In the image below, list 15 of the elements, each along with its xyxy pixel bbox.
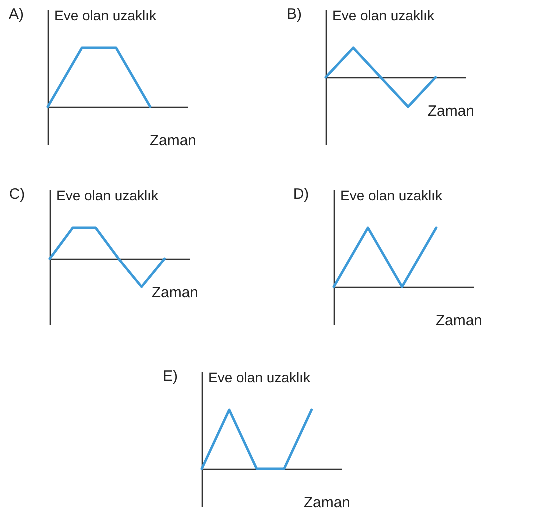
chart-title: C) [9,186,26,203]
y-axis-title: Eve olan uzaklık [332,8,436,24]
chart-title: A) [9,6,24,23]
y-axis-title: Eve olan uzaklık [340,188,444,204]
x-axis-title: Zaman [150,132,196,150]
x-axis-title: Zaman [436,312,482,330]
chart-title: E) [163,368,178,385]
chart-title: B) [287,6,302,23]
x-axis-title: Zaman [304,494,350,512]
y-axis-title: Eve olan uzaklık [54,8,158,24]
chart-title: D) [293,186,310,203]
y-axis-title: Eve olan uzaklık [56,188,160,204]
x-axis-title: Zaman [152,284,198,302]
y-axis-title: Eve olan uzaklık [208,370,312,386]
x-axis-title: Zaman [428,103,474,120]
